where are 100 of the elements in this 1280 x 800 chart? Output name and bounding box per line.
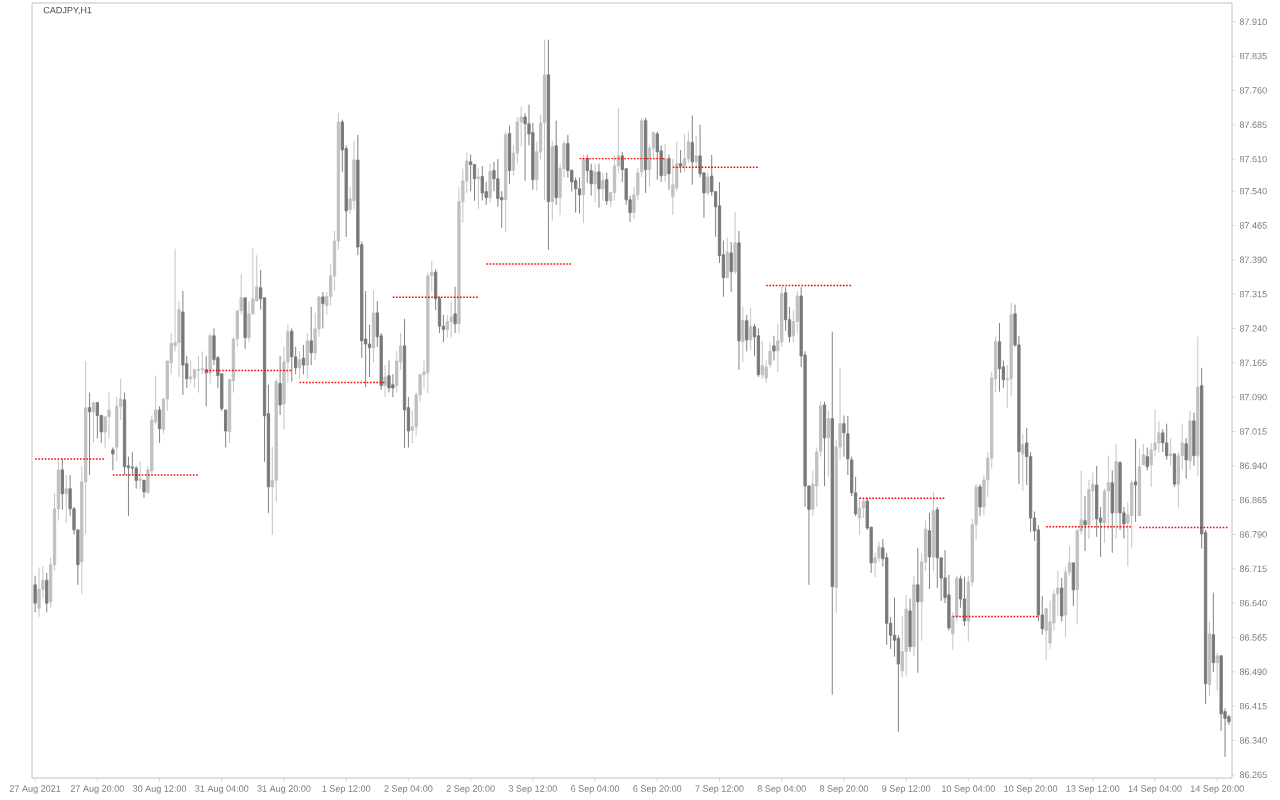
x-tick-label: 2 Sep 04:00	[384, 785, 433, 794]
candlestick	[371, 289, 376, 364]
candlestick	[208, 332, 212, 384]
candlestick	[402, 318, 407, 449]
candlestick	[554, 120, 558, 206]
candlestick	[107, 392, 111, 439]
x-tick-label: 1 Sep 12:00	[322, 785, 371, 794]
candlestick	[352, 140, 356, 210]
y-tick-label: 86.565	[1239, 634, 1267, 641]
candlestick	[472, 164, 477, 202]
candlestick	[426, 272, 430, 394]
candlestick	[931, 491, 936, 572]
candlestick	[111, 447, 115, 471]
candlestick	[1192, 412, 1196, 467]
candlestick	[908, 598, 912, 653]
candlestick	[745, 314, 749, 352]
candlestick	[830, 331, 834, 696]
y-tick-label: 87.910	[1239, 18, 1267, 25]
candlestick	[655, 131, 659, 181]
candlestick	[896, 634, 901, 733]
candlestick	[138, 460, 142, 490]
candlestick	[247, 300, 251, 343]
candlestick	[1009, 302, 1013, 397]
candlestick	[189, 360, 193, 384]
candlestick	[1087, 479, 1091, 540]
x-tick-label: 10 Sep 04:00	[942, 785, 995, 794]
x-tick-label: 27 Aug 20:00	[70, 785, 124, 794]
x-tick-label: 9 Sep 12:00	[882, 785, 931, 794]
candlestick	[196, 355, 201, 394]
candlestick	[597, 163, 601, 209]
y-tick-label: 86.715	[1239, 565, 1267, 572]
candlestick	[1184, 437, 1188, 480]
candlestick	[204, 355, 208, 407]
candlestick	[1145, 447, 1149, 471]
y-tick-label: 87.240	[1239, 325, 1267, 332]
candlestick	[1106, 455, 1110, 531]
candlestick	[321, 291, 325, 329]
candlestick	[449, 300, 453, 339]
x-tick-label: 14 Sep 04:00	[1128, 785, 1182, 794]
candlestick	[978, 483, 982, 517]
y-tick-label: 86.415	[1239, 702, 1267, 710]
candlestick	[181, 290, 185, 396]
candlestick	[760, 340, 764, 380]
candlestick	[542, 39, 547, 201]
candlestick	[445, 314, 449, 339]
candlestick	[1110, 469, 1114, 554]
y-tick-label: 87.685	[1239, 121, 1267, 128]
candlestick	[290, 328, 294, 383]
x-tick-label: 8 Sep 04:00	[757, 785, 806, 794]
candlestick	[741, 306, 745, 363]
candlestick	[822, 401, 827, 487]
candlestick	[772, 335, 776, 361]
candlestick	[115, 396, 119, 462]
candlestick	[504, 131, 508, 233]
x-tick-label: 8 Sep 20:00	[819, 785, 869, 794]
candlestick	[383, 364, 387, 398]
candlestick	[686, 131, 691, 164]
candlestick	[309, 306, 313, 366]
candlestick	[469, 154, 473, 192]
candlestick	[1091, 472, 1095, 522]
y-tick-label: 87.015	[1239, 428, 1267, 435]
candlestick	[577, 176, 582, 215]
candlestick	[612, 154, 617, 201]
candlestick	[1137, 448, 1142, 517]
x-tick-label: 13 Sep 12:00	[1066, 785, 1120, 794]
candlestick	[64, 474, 68, 524]
x-tick-label: 14 Sep 20:00	[1190, 785, 1244, 794]
candlestick	[274, 378, 278, 503]
y-tick-label: 87.540	[1239, 187, 1267, 195]
candlestick	[737, 230, 741, 371]
candlestick	[134, 465, 138, 490]
y-tick-label: 86.940	[1239, 462, 1267, 470]
candlestick	[192, 369, 197, 389]
candlestick	[550, 140, 554, 222]
y-tick-label: 87.465	[1239, 222, 1267, 229]
candlestick	[33, 575, 37, 613]
x-tick-label: 30 Aug 12:00	[132, 785, 187, 794]
candlestick	[663, 143, 667, 183]
candlestick	[748, 307, 753, 351]
candlestick	[1133, 438, 1138, 523]
candlestick	[95, 402, 99, 439]
candlestick	[488, 163, 492, 204]
candlestick	[1118, 462, 1122, 531]
y-tick-label: 86.265	[1239, 771, 1267, 778]
candlestick	[496, 158, 500, 208]
candlestick	[593, 163, 597, 204]
candlestick	[690, 115, 694, 186]
x-tick-label: 6 Sep 04:00	[571, 785, 620, 794]
x-tick-label: 6 Sep 20:00	[633, 785, 682, 794]
candlestick	[795, 290, 799, 334]
y-tick-label: 87.610	[1239, 155, 1267, 163]
y-tick-label: 87.390	[1239, 256, 1267, 264]
x-tick-label: 10 Sep 20:00	[1004, 785, 1058, 794]
candlestick	[37, 566, 41, 618]
x-tick-label: 27 Aug 2021	[9, 785, 61, 794]
candlestick	[387, 360, 391, 394]
y-tick-label: 87.315	[1239, 290, 1267, 298]
y-tick-label: 87.760	[1239, 87, 1267, 94]
candlestick	[912, 575, 916, 657]
candlestick	[1095, 465, 1099, 538]
